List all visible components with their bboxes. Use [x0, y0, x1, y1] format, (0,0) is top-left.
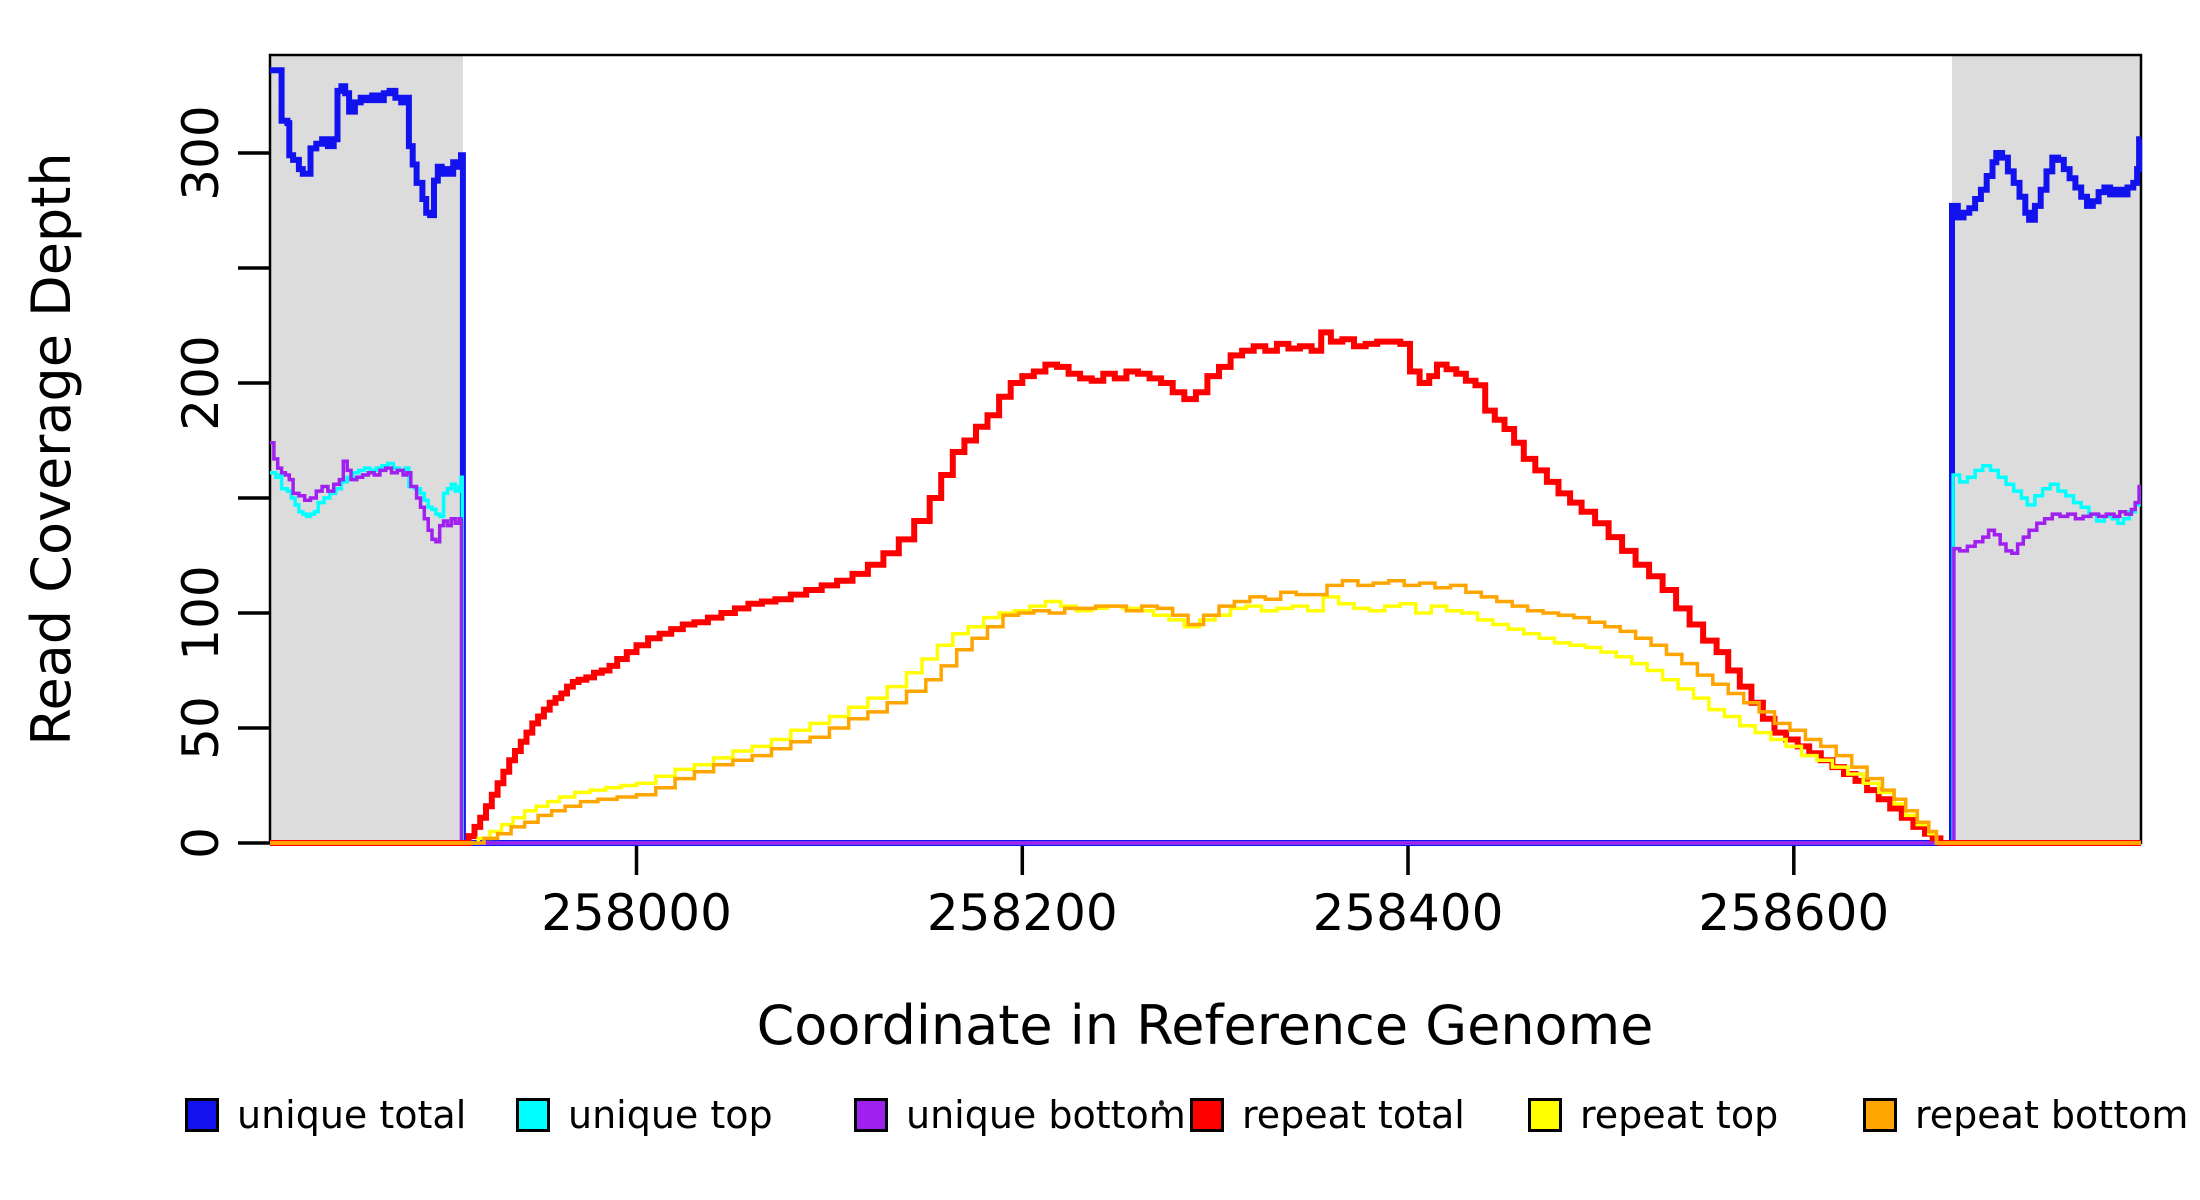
- x-tick-label: 258600: [1698, 884, 1889, 942]
- y-tick-label: 50: [172, 696, 230, 760]
- unique-total-swatch: [185, 1098, 219, 1132]
- unique-top-swatch: [516, 1098, 550, 1132]
- repeat-top-swatch: [1528, 1098, 1562, 1132]
- stray-mark: [1159, 1100, 1164, 1106]
- legend-label: unique bottom: [906, 1093, 1186, 1137]
- series-repeat-bottom: [270, 579, 2141, 845]
- legend-label: unique top: [568, 1093, 773, 1137]
- x-tick-label: 258200: [927, 884, 1118, 942]
- y-tick-label: 0: [172, 827, 230, 859]
- x-axis-title: Coordinate in Reference Genome: [757, 994, 1654, 1057]
- series-repeat-total: [270, 329, 2141, 846]
- y-tick-label: 300: [172, 105, 230, 200]
- x-tick-label: 258000: [541, 884, 732, 942]
- x-tick-label: 258400: [1313, 884, 1504, 942]
- y-axis-title: Read Coverage Depth: [20, 152, 83, 745]
- legend-item-repeat-bottom: repeat bottom: [1863, 1096, 2188, 1134]
- legend-label: unique total: [237, 1093, 467, 1137]
- series-unique-total: [270, 67, 2143, 846]
- y-tick-label: 200: [172, 335, 230, 430]
- repeat-total-swatch: [1190, 1098, 1224, 1132]
- series-repeat-top: [270, 595, 2141, 845]
- legend-label: repeat top: [1580, 1093, 1779, 1137]
- series-unique-bottom: [270, 441, 2141, 845]
- legend-item-unique-bottom: unique bottom: [854, 1096, 1186, 1134]
- y-tick-label: 100: [172, 565, 230, 660]
- legend-label: repeat bottom: [1915, 1093, 2189, 1137]
- shaded-region: [270, 55, 463, 843]
- legend-item-unique-total: unique total: [185, 1096, 466, 1134]
- series-unique-top: [270, 461, 2141, 845]
- plot-border: [268, 53, 2143, 845]
- unique-bottom-swatch: [854, 1098, 888, 1132]
- legend-item-repeat-total: repeat total: [1190, 1096, 1465, 1134]
- legend-item-repeat-top: repeat top: [1528, 1096, 1778, 1134]
- legend-item-unique-top: unique top: [516, 1096, 773, 1134]
- repeat-bottom-swatch: [1863, 1098, 1897, 1132]
- legend-label: repeat total: [1242, 1093, 1465, 1137]
